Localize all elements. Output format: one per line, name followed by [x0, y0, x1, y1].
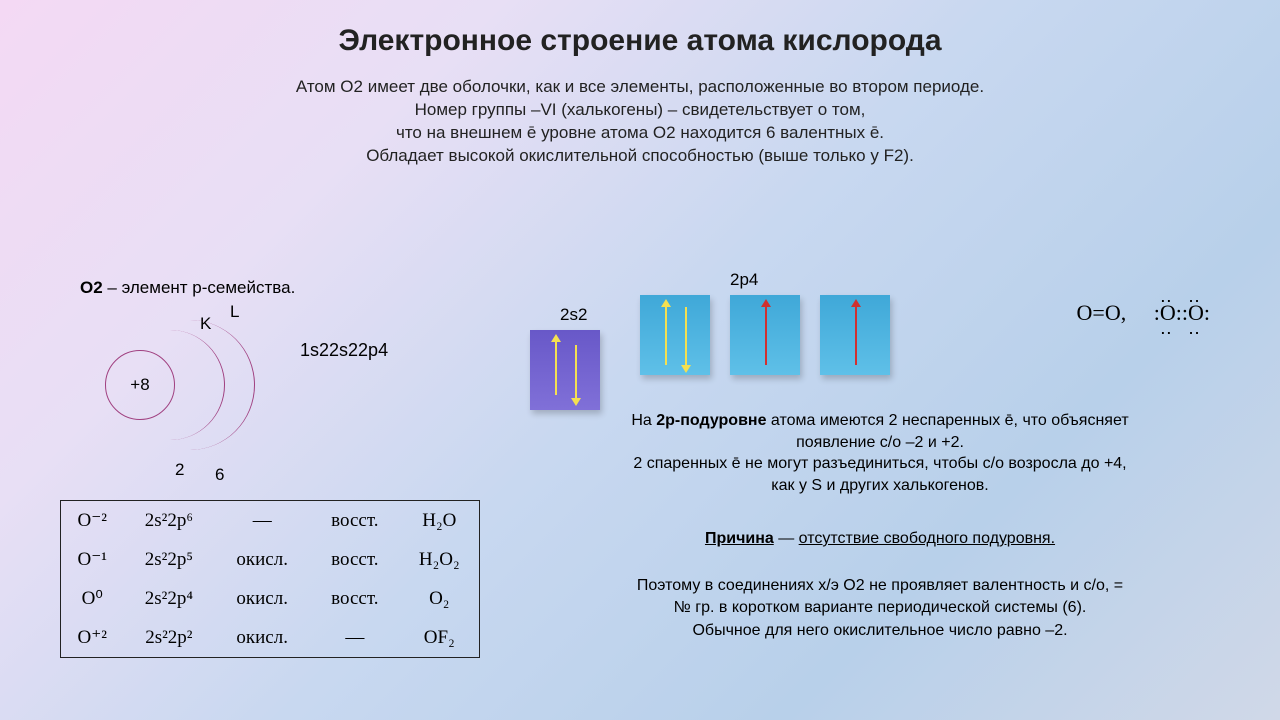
- intro-paragraph: Атом О2 имеет две оболочки, как и все эл…: [0, 76, 1280, 168]
- table-row: O⁺²2s²2p²окисл.—OF₂: [61, 618, 479, 657]
- lewis-dots: :O::O:: [1154, 300, 1210, 325]
- shell-count-k: 2: [175, 460, 184, 480]
- arrow-icon: [765, 305, 767, 365]
- reason-text: отсутствие свободного подуровня.: [799, 530, 1055, 547]
- shell-l-label: L: [230, 302, 239, 322]
- table-cell: O⁻¹: [61, 540, 123, 579]
- arrow-icon: [575, 345, 577, 400]
- table-cell: окисл.: [214, 618, 310, 657]
- explain-l4: как у S и других халькогенов.: [530, 475, 1230, 497]
- intro-l4: Обладает высокой окислительной способнос…: [0, 145, 1280, 168]
- table-cell: O⁰: [61, 579, 123, 618]
- table-cell: O⁻²: [61, 501, 123, 540]
- final-block: Поэтому в соединениях х/э О2 не проявляе…: [530, 575, 1230, 642]
- reason-line: Причина — отсутствие свободного подуровн…: [530, 530, 1230, 548]
- table-row: O⁻²2s²2p⁶—восст.H₂O: [61, 501, 479, 540]
- family-line: О2 – элемент р-семейства.: [80, 278, 295, 298]
- family-text: – элемент р-семейства.: [103, 278, 296, 297]
- shell-count-l: 6: [215, 465, 224, 485]
- electron-config: 1s22s22p4: [300, 340, 388, 361]
- family-o2: О2: [80, 278, 103, 297]
- table-cell: —: [310, 618, 399, 657]
- table-cell: 2s²2p⁴: [123, 579, 214, 618]
- shell-arc-l: [165, 320, 255, 450]
- label-2s2: 2s2: [560, 305, 587, 325]
- table-cell: 2s²2p⁶: [123, 501, 214, 540]
- shell-diagram: K L +8 2 6: [85, 310, 285, 480]
- arrow-icon: [855, 305, 857, 365]
- lewis-eq: O=O,: [1077, 300, 1127, 325]
- table-row: O⁰2s²2p⁴окисл.восст.O₂: [61, 579, 479, 618]
- table-cell: окисл.: [214, 540, 310, 579]
- oxidation-table: O⁻²2s²2p⁶—восст.H₂OO⁻¹2s²2p⁵окисл.восст.…: [60, 500, 480, 658]
- intro-l2: Номер группы –VI (халькогены) – свидетел…: [0, 99, 1280, 122]
- table-cell: окисл.: [214, 579, 310, 618]
- orbital-2p-1: [640, 295, 710, 375]
- intro-l1: Атом О2 имеет две оболочки, как и все эл…: [0, 76, 1280, 99]
- intro-l3: что на внешнем ē уровне атома О2 находит…: [0, 122, 1280, 145]
- table-cell: 2s²2p⁵: [123, 540, 214, 579]
- lewis-structure: O=O, :O::O:: [1077, 300, 1210, 326]
- table-cell: восст.: [310, 540, 399, 579]
- table-cell: 2s²2p²: [123, 618, 214, 657]
- arrow-icon: [665, 305, 667, 365]
- arrow-icon: [685, 307, 687, 367]
- reason-label: Причина: [705, 530, 774, 547]
- final-l2: № гр. в коротком варианте периодической …: [530, 597, 1230, 619]
- table-cell: восст.: [310, 579, 399, 618]
- table-cell: H₂O₂: [400, 540, 479, 579]
- explain-l1: На 2р-подуровне атома имеются 2 неспарен…: [530, 410, 1230, 432]
- table-cell: O₂: [400, 579, 479, 618]
- explanation-block: На 2р-подуровне атома имеются 2 неспарен…: [530, 410, 1230, 496]
- explain-l2: появление с/о –2 и +2.: [530, 432, 1230, 454]
- arrow-icon: [555, 340, 557, 395]
- orbital-2s: [530, 330, 600, 410]
- page-title: Электронное строение атома кислорода: [0, 0, 1280, 58]
- label-2p4: 2p4: [730, 270, 758, 290]
- final-l3: Обычное для него окислительное число рав…: [530, 620, 1230, 642]
- table-row: O⁻¹2s²2p⁵окисл.восст.H₂O₂: [61, 540, 479, 579]
- table-cell: —: [214, 501, 310, 540]
- final-l1: Поэтому в соединениях х/э О2 не проявляе…: [530, 575, 1230, 597]
- table-cell: H₂O: [400, 501, 479, 540]
- explain-l3: 2 спаренных ē не могут разъединиться, чт…: [530, 453, 1230, 475]
- table-cell: O⁺²: [61, 618, 123, 657]
- orbital-2p-3: [820, 295, 890, 375]
- table-cell: восст.: [310, 501, 399, 540]
- orbital-2p-2: [730, 295, 800, 375]
- table-cell: OF₂: [400, 618, 479, 657]
